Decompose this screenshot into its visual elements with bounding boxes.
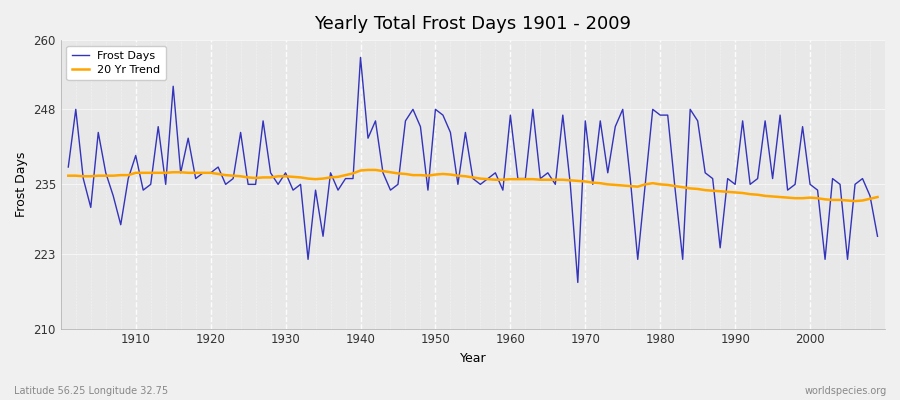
Text: Latitude 56.25 Longitude 32.75: Latitude 56.25 Longitude 32.75 — [14, 386, 167, 396]
20 Yr Trend — [602, 182, 613, 187]
Frost Days — [572, 280, 583, 285]
20 Yr Trend — [288, 174, 299, 179]
Line: Frost Days: Frost Days — [68, 58, 878, 282]
Text: worldspecies.org: worldspecies.org — [805, 386, 886, 396]
Frost Days — [288, 188, 299, 192]
20 Yr Trend — [63, 173, 74, 178]
20 Yr Trend — [872, 195, 883, 200]
20 Yr Trend — [333, 174, 344, 179]
Line: 20 Yr Trend: 20 Yr Trend — [68, 170, 878, 201]
X-axis label: Year: Year — [460, 352, 486, 365]
20 Yr Trend — [505, 177, 516, 182]
Frost Days — [356, 55, 366, 60]
Frost Days — [122, 176, 133, 181]
Y-axis label: Frost Days: Frost Days — [15, 152, 28, 217]
Title: Yearly Total Frost Days 1901 - 2009: Yearly Total Frost Days 1901 - 2009 — [314, 15, 632, 33]
20 Yr Trend — [363, 168, 374, 172]
20 Yr Trend — [850, 199, 860, 204]
Legend: Frost Days, 20 Yr Trend: Frost Days, 20 Yr Trend — [67, 46, 166, 80]
20 Yr Trend — [512, 177, 523, 182]
Frost Days — [505, 113, 516, 118]
Frost Days — [512, 176, 523, 181]
20 Yr Trend — [122, 173, 133, 178]
Frost Days — [610, 124, 621, 129]
Frost Days — [333, 188, 344, 192]
Frost Days — [63, 165, 74, 170]
Frost Days — [872, 234, 883, 239]
